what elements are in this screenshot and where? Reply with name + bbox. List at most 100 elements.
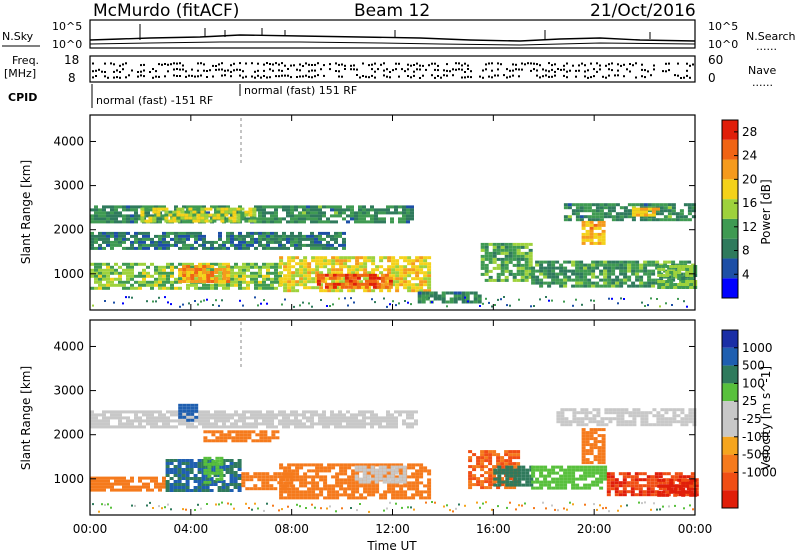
freq-sample <box>197 75 199 78</box>
data-cell <box>142 240 146 244</box>
data-cell <box>610 484 615 488</box>
scatter-cell <box>218 304 220 307</box>
data-cell <box>571 209 576 213</box>
data-cell <box>378 477 383 481</box>
data-cell <box>391 463 396 467</box>
data-cell <box>348 276 353 280</box>
data-cell <box>338 211 342 215</box>
data-cell <box>488 260 493 264</box>
data-cell <box>287 286 292 290</box>
data-cell <box>575 218 580 222</box>
data-cell <box>694 484 699 488</box>
data-cell <box>411 463 416 467</box>
data-cell <box>294 419 298 423</box>
data-cell <box>174 231 178 235</box>
scatter-cell <box>596 508 598 511</box>
data-cell <box>547 272 552 276</box>
data-cell <box>556 414 561 418</box>
data-cell <box>508 456 513 460</box>
data-cell <box>98 419 102 423</box>
freq-sample <box>305 62 307 65</box>
data-cell <box>354 422 358 426</box>
data-cell <box>634 472 639 476</box>
data-cell <box>611 278 616 282</box>
data-cell <box>283 475 288 479</box>
data-cell <box>668 420 673 424</box>
data-cell <box>150 425 154 429</box>
freq-sample <box>164 75 166 78</box>
data-cell <box>258 208 262 212</box>
data-cell <box>512 275 517 279</box>
data-cell <box>644 414 649 418</box>
data-cell <box>290 234 294 238</box>
data-cell <box>233 477 238 480</box>
data-cell <box>580 423 585 427</box>
freq-sample <box>626 68 628 71</box>
data-cell <box>150 240 154 244</box>
data-cell <box>338 243 342 247</box>
data-cell <box>90 262 94 266</box>
data-cell <box>173 474 178 477</box>
data-cell <box>354 465 359 469</box>
data-cell <box>186 425 190 429</box>
data-cell <box>126 208 130 212</box>
data-cell <box>597 241 602 245</box>
data-cell <box>571 278 576 282</box>
data-cell <box>173 480 178 483</box>
data-cell <box>468 465 473 469</box>
data-cell <box>226 246 230 250</box>
data-cell <box>612 417 617 421</box>
freq-sample <box>335 62 337 65</box>
data-cell <box>399 484 404 488</box>
data-cell <box>142 482 146 486</box>
data-cell <box>162 268 166 272</box>
data-cell <box>473 300 478 304</box>
data-cell <box>419 289 424 293</box>
data-cell <box>636 210 640 214</box>
data-cell <box>258 413 262 417</box>
data-cell <box>395 490 400 494</box>
data-cell <box>638 487 643 491</box>
data-cell <box>543 260 548 264</box>
data-cell <box>615 275 620 279</box>
data-cell <box>535 486 540 490</box>
data-cell <box>178 409 183 413</box>
data-cell <box>563 215 568 219</box>
data-cell <box>134 488 138 492</box>
data-cell <box>237 486 242 489</box>
freq-sample <box>641 68 643 71</box>
data-cell <box>134 220 138 224</box>
data-cell <box>330 413 334 417</box>
data-cell <box>338 425 342 429</box>
data-cell <box>395 262 400 266</box>
freq-sample <box>389 76 391 79</box>
data-cell <box>355 496 360 500</box>
power-colorbar-label: Power [dB] <box>759 179 773 244</box>
data-cell <box>504 453 509 457</box>
data-cell <box>560 423 565 427</box>
data-cell <box>492 248 497 252</box>
data-cell <box>334 419 338 423</box>
data-cell <box>140 207 145 211</box>
data-cell <box>376 276 381 280</box>
data-cell <box>395 493 400 497</box>
y-tick-label: 4000 <box>53 134 84 148</box>
data-cell <box>419 277 424 281</box>
data-cell <box>150 237 154 241</box>
data-cell <box>158 205 162 209</box>
data-cell <box>146 211 150 215</box>
scatter-cell <box>530 305 532 308</box>
data-cell <box>185 471 190 474</box>
data-cell <box>218 274 222 278</box>
data-cell <box>630 478 635 482</box>
data-cell <box>567 471 572 475</box>
data-cell <box>563 218 568 222</box>
data-cell <box>198 271 203 274</box>
freq-sample <box>437 69 439 72</box>
data-cell <box>583 263 588 267</box>
data-cell <box>387 484 392 488</box>
data-cell <box>627 284 632 288</box>
data-cell <box>318 211 322 215</box>
data-cell <box>130 479 134 483</box>
data-cell <box>359 286 364 290</box>
